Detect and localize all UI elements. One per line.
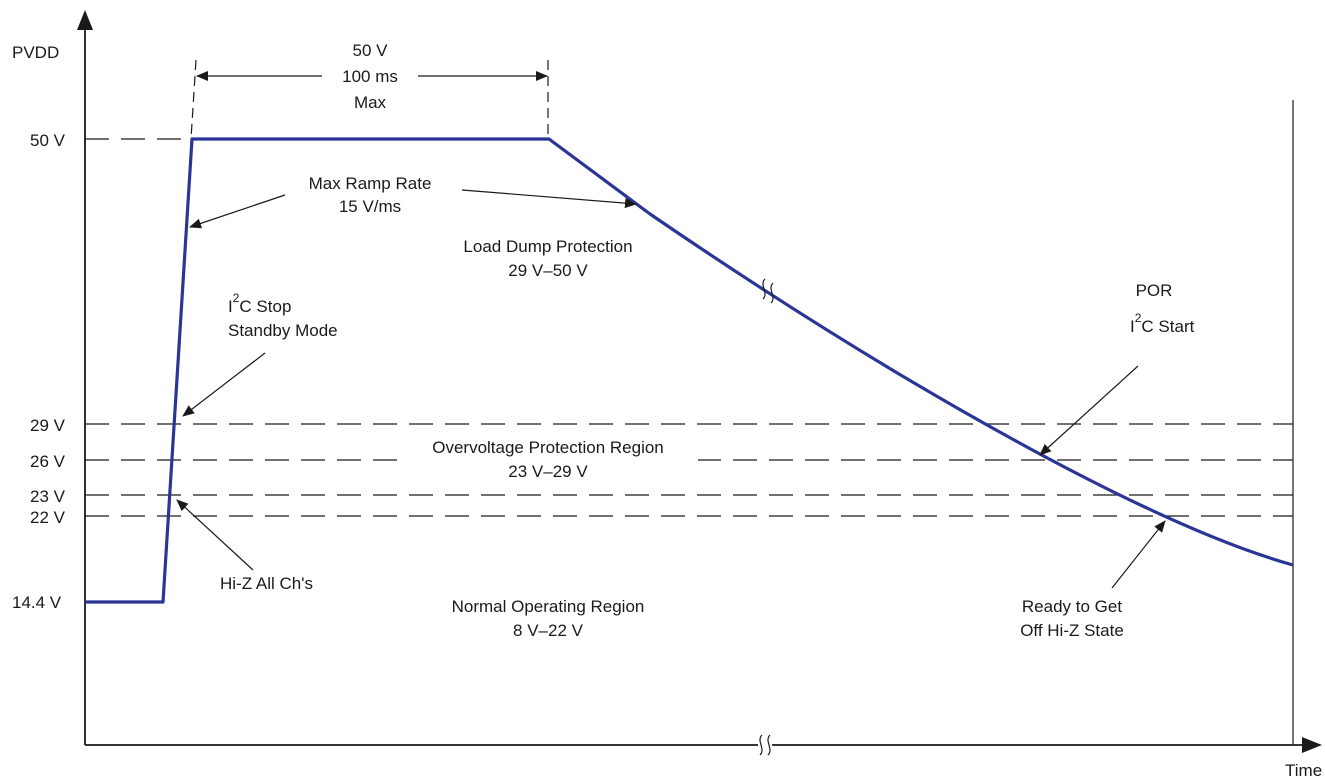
ready-label-line1: Ready to Get <box>1022 597 1122 616</box>
por-arrow <box>1039 365 1139 456</box>
load-dump-label-line2: 29 V–50 V <box>508 261 588 280</box>
i2c-stop-label-line1: I2C Stop <box>228 291 291 316</box>
ramp-rate-label-line2: 15 V/ms <box>339 197 401 216</box>
por-label-line1: POR <box>1136 281 1173 300</box>
overvoltage-label-line2: 23 V–29 V <box>508 462 588 481</box>
por-label-line2: I2C Start <box>1130 311 1195 336</box>
ready-label-line2: Off Hi-Z State <box>1020 621 1124 640</box>
level-label-23v: 23 V <box>30 487 66 506</box>
ramp-rate-arrow-right <box>461 189 637 209</box>
x-axis-label: Time <box>1285 761 1322 780</box>
ready-arrow <box>1111 520 1166 589</box>
overvoltage-label-bg <box>398 433 698 483</box>
overvoltage-label-line1: Overvoltage Protection Region <box>432 438 664 457</box>
waveform-break-icon <box>762 278 774 304</box>
duration-label-time: 100 ms <box>342 67 398 86</box>
duration-start-dash <box>190 59 197 140</box>
ramp-rate-label-line1: Max Ramp Rate <box>309 174 432 193</box>
level-label-29v: 29 V <box>30 416 66 435</box>
hiz-label: Hi-Z All Ch's <box>220 574 313 593</box>
pvdd-waveform <box>85 137 1294 604</box>
level-label-26v: 26 V <box>30 452 66 471</box>
level-label-14v4: 14.4 V <box>12 593 62 612</box>
i2c-stop-label-line2: Standby Mode <box>228 321 338 340</box>
duration-label-voltage: 50 V <box>353 41 389 60</box>
x-axis-arrow-icon <box>1302 737 1322 753</box>
level-label-22v: 22 V <box>30 508 66 527</box>
x-axis-break-icon <box>758 734 772 756</box>
hiz-arrow <box>176 499 254 571</box>
level-label-50v: 50 V <box>30 131 66 150</box>
ramp-rate-arrow-left <box>189 194 286 229</box>
y-axis-arrow-icon <box>77 10 93 30</box>
normal-region-label-line1: Normal Operating Region <box>452 597 645 616</box>
y-axis-label: PVDD <box>12 43 59 62</box>
duration-label-max: Max <box>354 93 387 112</box>
normal-region-label-line2: 8 V–22 V <box>513 621 584 640</box>
load-dump-label-line1: Load Dump Protection <box>463 237 632 256</box>
i2c-stop-arrow <box>182 352 266 417</box>
